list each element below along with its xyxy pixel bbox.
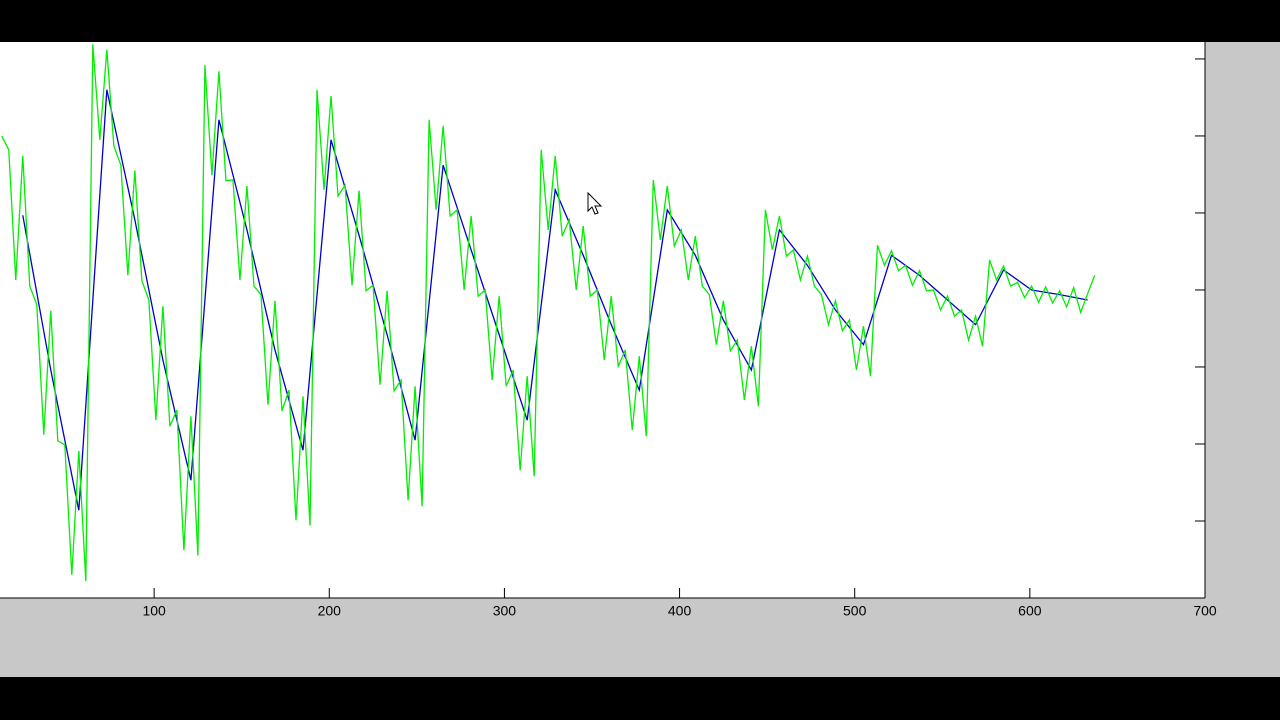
axis-layer: 100 200 300 400 500 600 700 [142, 58, 1217, 619]
x-tick-label: 400 [668, 603, 692, 619]
x-tick-label: 600 [1018, 603, 1042, 619]
x-tick-label: 700 [1193, 603, 1217, 619]
top-bar [0, 0, 1280, 42]
bottom-bar [0, 677, 1280, 720]
x-tick-label: 200 [318, 603, 342, 619]
x-tick-label: 300 [493, 603, 517, 619]
x-tick-label: 500 [843, 603, 867, 619]
x-tick-label: 100 [142, 603, 166, 619]
series-line [1, 44, 1096, 582]
plot-area [0, 42, 1205, 598]
data-layer [1, 44, 1096, 582]
mouse-cursor [587, 191, 603, 215]
